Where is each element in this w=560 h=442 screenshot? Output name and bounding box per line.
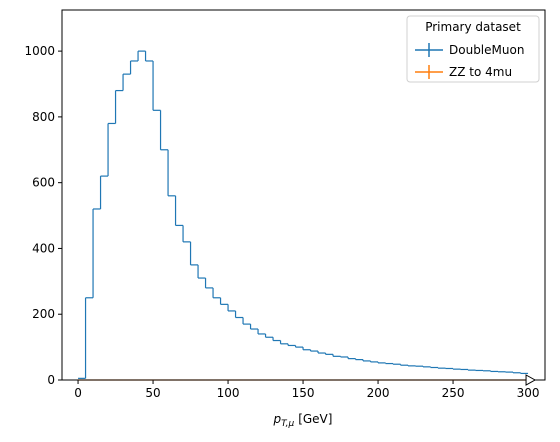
x-tick-label: 300 xyxy=(517,386,540,400)
x-tick-label: 50 xyxy=(145,386,160,400)
x-tick-label: 0 xyxy=(74,386,82,400)
x-label-unit: [GeV] xyxy=(298,412,332,426)
y-tick-label: 0 xyxy=(47,373,55,387)
y-tick-label: 600 xyxy=(32,176,55,190)
legend-label: DoubleMuon xyxy=(449,43,524,57)
x-label-subscript: T,μ xyxy=(281,419,294,429)
x-label-symbol: p xyxy=(273,412,282,426)
y-tick-label: 400 xyxy=(32,241,55,255)
x-tick-label: 250 xyxy=(442,386,465,400)
x-axis-label: pT,μ [GeV] xyxy=(273,412,333,429)
legend-box xyxy=(406,15,540,83)
y-tick-label: 1000 xyxy=(24,44,55,58)
plot-frame xyxy=(61,9,546,381)
x-tick-label: 150 xyxy=(292,386,315,400)
legend-label: ZZ to 4mu xyxy=(449,65,512,79)
x-tick-label: 200 xyxy=(367,386,390,400)
y-tick-label: 200 xyxy=(32,307,55,321)
end-marker xyxy=(525,374,537,386)
y-tick-label: 800 xyxy=(32,110,55,124)
x-tick-label: 100 xyxy=(217,386,240,400)
legend-title: Primary dataset xyxy=(425,20,521,34)
